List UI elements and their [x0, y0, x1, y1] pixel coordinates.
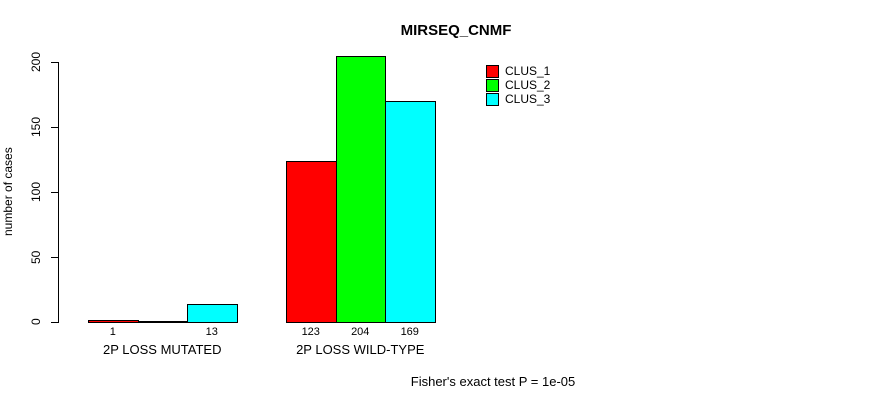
y-axis-tick-label: 100	[29, 181, 43, 203]
legend-label-clus_3: CLUS_3	[505, 92, 551, 106]
y-axis-line	[58, 62, 59, 323]
y-axis-tick	[51, 127, 58, 128]
bar-clus_2-group1	[137, 321, 188, 323]
x-category-label: 2P LOSS MUTATED	[103, 342, 222, 357]
bar-clus_1-group1	[88, 320, 139, 323]
legend-item-clus_1: CLUS_1	[486, 64, 550, 78]
y-axis-tick	[51, 192, 58, 193]
legend-swatch-clus_3	[486, 92, 499, 106]
bar-value-label: 204	[351, 326, 370, 338]
y-axis-tick-label: 50	[29, 250, 43, 264]
legend-item-clus_3: CLUS_3	[486, 92, 550, 106]
bar-value-label: 1	[109, 326, 116, 338]
legend-label-clus_1: CLUS_1	[505, 64, 551, 78]
bar-value-label: 123	[301, 326, 320, 338]
legend: CLUS_1 CLUS_2 CLUS_3	[486, 64, 550, 106]
bar-clus_1-group2	[286, 161, 337, 323]
y-axis-tick-label: 0	[29, 318, 43, 326]
legend-swatch-clus_1	[486, 64, 499, 78]
x-category-label: 2P LOSS WILD-TYPE	[296, 342, 425, 357]
bar-clus_2-group2	[335, 56, 386, 323]
legend-label-clus_2: CLUS_2	[505, 78, 551, 92]
y-axis-tick	[51, 322, 58, 323]
y-axis-tick	[51, 62, 58, 63]
chart-title: MIRSEQ_CNMF	[400, 22, 512, 39]
bar-clus_3-group1	[187, 304, 238, 323]
bar-value-label: 13	[205, 326, 218, 338]
legend-swatch-clus_2	[486, 78, 499, 92]
y-axis-tick-label: 200	[29, 51, 43, 73]
bar-clus_3-group2	[385, 101, 436, 323]
y-axis-tick	[51, 257, 58, 258]
bar-value-label: 169	[400, 326, 419, 338]
y-axis-title: number of cases	[1, 147, 15, 237]
legend-item-clus_2: CLUS_2	[486, 78, 550, 92]
footnote-fisher-test: Fisher's exact test P = 1e-05	[410, 374, 576, 389]
y-axis-tick-label: 150	[29, 116, 43, 138]
